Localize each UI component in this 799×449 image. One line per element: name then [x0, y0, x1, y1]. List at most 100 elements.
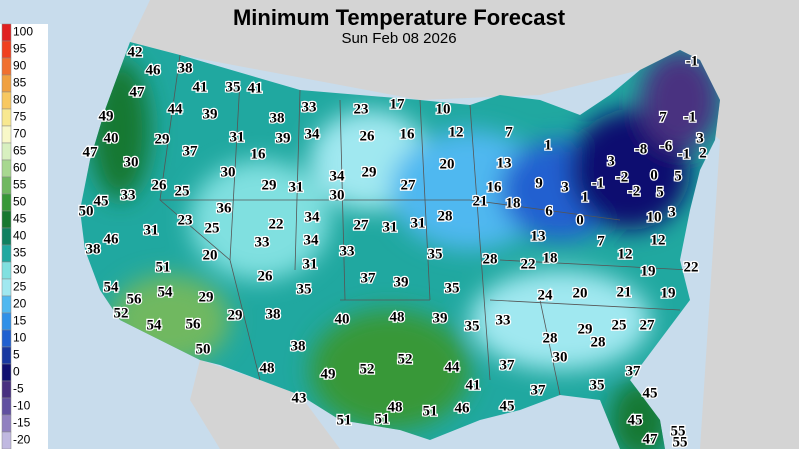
temperature-label: 9	[535, 175, 543, 191]
legend-label: -20	[13, 433, 31, 447]
temperature-label: 23	[178, 212, 193, 228]
temperature-label: 26	[152, 177, 168, 193]
temperature-label: 30	[124, 154, 139, 170]
temperature-label: 20	[440, 156, 455, 172]
temperature-label: 24	[538, 287, 554, 303]
temperature-label: 22	[684, 259, 699, 275]
temperature-label: 27	[640, 317, 656, 333]
temperature-label: 47	[83, 144, 99, 160]
temperature-label: 37	[183, 143, 199, 159]
temperature-label: 1	[544, 137, 552, 153]
legend-swatch	[1, 57, 12, 76]
temperature-label: 46	[146, 62, 162, 78]
temperature-label: 41	[248, 80, 263, 96]
temperature-label: 49	[99, 108, 114, 124]
temperature-label: 35	[445, 280, 460, 296]
temperature-label: 31	[383, 219, 398, 235]
temperature-label: 31	[230, 129, 245, 145]
temperature-label: 1	[581, 189, 589, 205]
temperature-label: 37	[626, 363, 642, 379]
temperature-label: 3	[668, 204, 676, 220]
legend-label: 55	[13, 178, 27, 192]
temperature-label: 39	[276, 130, 291, 146]
temperature-label: -1	[686, 53, 699, 69]
temperature-label: 25	[205, 220, 220, 236]
temperature-label: 20	[573, 285, 588, 301]
legend-label: 50	[13, 195, 27, 209]
temperature-label: 30	[221, 164, 236, 180]
temperature-label: 33	[255, 234, 270, 250]
legend-swatch	[1, 108, 12, 127]
legend-label: 0	[13, 365, 20, 379]
temperature-label: 27	[401, 177, 417, 193]
legend-swatch	[1, 142, 12, 161]
temperature-label: 40	[104, 130, 119, 146]
temperature-label: 3	[696, 130, 704, 146]
temperature-label: 37	[500, 357, 516, 373]
legend-swatch	[1, 40, 12, 59]
temperature-label: -2	[616, 169, 629, 185]
legend-label: 25	[13, 280, 27, 294]
temperature-label: 13	[531, 228, 546, 244]
legend-swatch	[1, 210, 12, 229]
legend-label: 40	[13, 229, 27, 243]
temperature-label: 51	[423, 403, 438, 419]
temperature-label: 38	[178, 60, 193, 76]
legend-swatch	[1, 397, 12, 416]
temperature-label: 12	[651, 232, 666, 248]
temperature-label: 36	[217, 200, 233, 216]
temperature-label: 39	[203, 106, 218, 122]
temperature-label: 28	[438, 208, 453, 224]
field-blob	[190, 160, 330, 280]
temperature-label: 45	[500, 398, 515, 414]
temperature-label: 38	[270, 110, 285, 126]
temperature-label: 35	[465, 318, 480, 334]
temperature-label: 35	[297, 281, 312, 297]
legend-swatch	[1, 431, 12, 449]
temperature-label: 22	[269, 216, 284, 232]
temperature-label: 41	[193, 79, 208, 95]
temperature-label: 22	[521, 256, 536, 272]
legend-label: 15	[13, 314, 27, 328]
temperature-label: 29	[199, 289, 214, 305]
temperature-label: 45	[628, 412, 643, 428]
temperature-label: 7	[659, 109, 667, 125]
legend-label: 45	[13, 212, 27, 226]
temperature-label: 31	[289, 179, 304, 195]
legend-label: 10	[13, 331, 27, 345]
temperature-label: 2	[699, 145, 707, 161]
temperature-label: 3	[607, 153, 615, 169]
legend-label: 80	[13, 93, 27, 107]
temperature-label: 28	[591, 334, 606, 350]
mexico	[190, 360, 340, 449]
temperature-label: 30	[553, 349, 568, 365]
legend-swatch	[1, 91, 12, 110]
temperature-label: 48	[260, 360, 275, 376]
temperature-label: 21	[617, 284, 632, 300]
temperature-label: 44	[445, 359, 461, 375]
state-borders	[159, 54, 691, 396]
temperature-label: 13	[497, 155, 512, 171]
title: Minimum Temperature Forecast	[233, 5, 566, 30]
legend-swatch	[1, 227, 12, 246]
temperature-label: -8	[635, 141, 648, 157]
temperature-label: 43	[292, 390, 307, 406]
temperature-label: 46	[104, 231, 120, 247]
temperature-label: 29	[228, 307, 243, 323]
temperature-label: 27	[354, 217, 370, 233]
legend-label: 100	[13, 25, 33, 39]
legend-swatch	[1, 159, 12, 178]
legend-swatch	[1, 193, 12, 212]
temperature-label: 37	[361, 270, 377, 286]
legend-label: 30	[13, 263, 27, 277]
temperature-label: 29	[362, 164, 377, 180]
temperature-label: 39	[394, 274, 409, 290]
legend-label: -10	[13, 399, 31, 413]
legend-swatch	[1, 261, 12, 280]
temperature-label: 48	[390, 309, 405, 325]
temperature-label: 30	[330, 187, 345, 203]
temperature-label: 31	[411, 215, 426, 231]
field-blob	[390, 130, 550, 250]
legend-label: 90	[13, 59, 27, 73]
